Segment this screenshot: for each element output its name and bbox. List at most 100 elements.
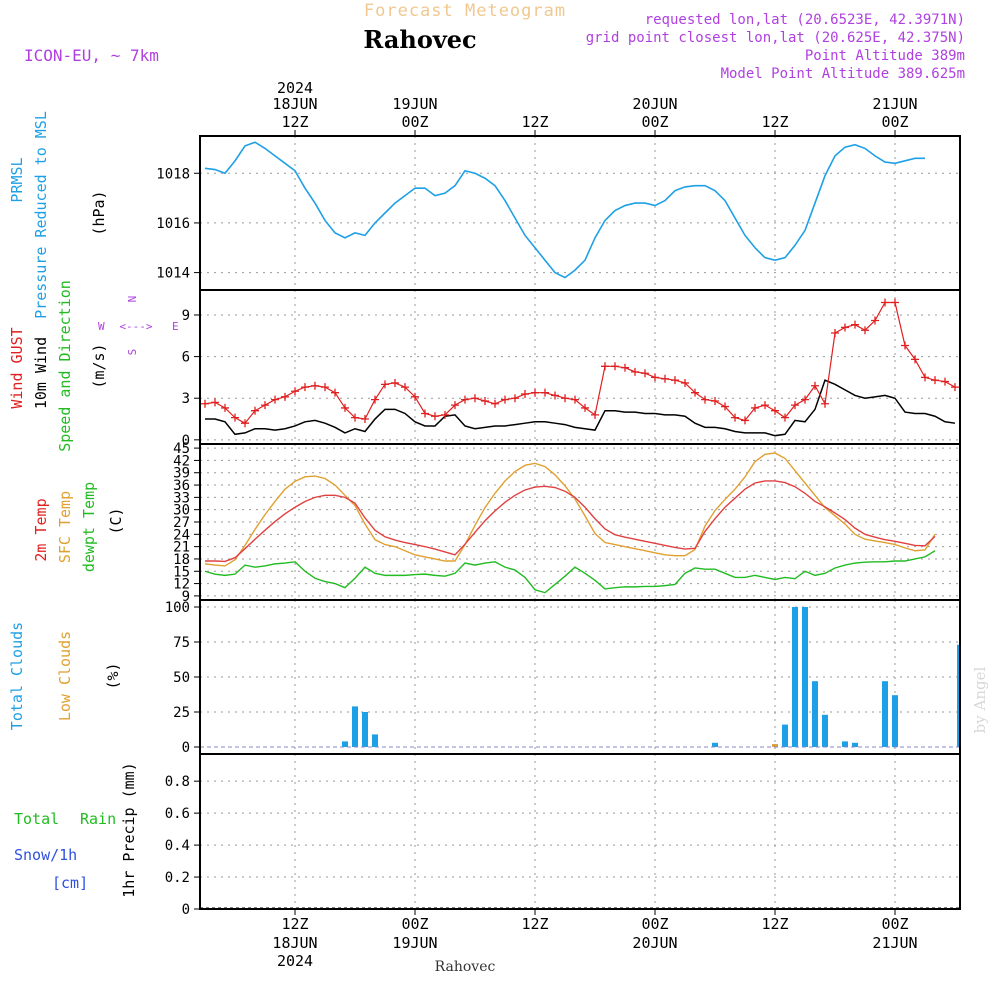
wind-gust-marker bbox=[781, 413, 789, 422]
wind-gust-marker bbox=[821, 399, 829, 408]
t2m-label: 2m Temp bbox=[32, 498, 50, 561]
clouds-unit: (%) bbox=[104, 662, 122, 689]
wind-gust-marker bbox=[221, 403, 229, 412]
wind-gust-marker bbox=[271, 395, 279, 404]
top-hour-label: 00Z bbox=[401, 113, 428, 131]
y-tick-label: 1014 bbox=[156, 266, 190, 282]
total-cloud-bar bbox=[362, 712, 368, 747]
wind-gust-marker bbox=[281, 392, 289, 401]
wind-gust-marker bbox=[401, 383, 409, 392]
wind-gust-marker bbox=[541, 388, 549, 397]
wind-gust-marker bbox=[691, 388, 699, 397]
y-tick-label: 9 bbox=[182, 308, 190, 324]
wind-gust-marker bbox=[511, 394, 519, 403]
top-date-label: 20JUN bbox=[632, 95, 677, 113]
wind-gust-marker bbox=[831, 329, 839, 338]
wind-gust-marker bbox=[301, 383, 309, 392]
total-cloud-bar bbox=[372, 734, 378, 747]
total-cloud-bar bbox=[352, 706, 358, 747]
wind-gust-marker bbox=[431, 412, 439, 421]
wind-gust-marker bbox=[621, 363, 629, 372]
wind-gust-marker bbox=[291, 387, 299, 396]
wind-gust-marker bbox=[551, 391, 559, 400]
y-tick-label: 3 bbox=[182, 391, 190, 407]
wind-gust-line bbox=[204, 301, 956, 424]
wind-gust-marker bbox=[791, 401, 799, 410]
wind-gust-marker bbox=[681, 378, 689, 387]
wind-gust-marker bbox=[741, 416, 749, 425]
low-clouds-label: Low Clouds bbox=[56, 631, 74, 721]
total-cloud-bar bbox=[892, 695, 898, 747]
compass-west: W bbox=[98, 320, 105, 333]
wind-gust-marker bbox=[441, 410, 449, 419]
bottom-hour-label: 12Z bbox=[761, 915, 788, 933]
wind-gust-marker bbox=[661, 374, 669, 383]
y-tick-label: 0.6 bbox=[165, 806, 190, 822]
wind-gust-marker bbox=[351, 413, 359, 422]
wind-gust-marker bbox=[491, 399, 499, 408]
y-tick-label: 24 bbox=[173, 527, 190, 543]
top-hour-label: 12Z bbox=[761, 113, 788, 131]
wind-gust-marker bbox=[921, 373, 929, 382]
wind-gust-marker bbox=[591, 410, 599, 419]
wind-gust-marker bbox=[531, 388, 539, 397]
wind-gust-marker bbox=[571, 395, 579, 404]
low-cloud-bar bbox=[772, 744, 778, 747]
temp-unit: (C) bbox=[107, 507, 125, 534]
bottom-date-label: 19JUN bbox=[392, 934, 437, 952]
y-tick-label: 0 bbox=[182, 740, 190, 756]
top-date-label: 18JUN bbox=[272, 95, 317, 113]
compass-arrow: <---> bbox=[119, 320, 152, 333]
t2m-line bbox=[205, 480, 936, 563]
requested-coords: requested lon,lat (20.6523E, 42.3971N) bbox=[645, 12, 965, 28]
top-hour-label: 00Z bbox=[881, 113, 908, 131]
total-cloud-bar bbox=[342, 741, 348, 747]
wind-gust-marker bbox=[361, 415, 369, 424]
wind-gust-marker bbox=[801, 395, 809, 404]
bottom-date-label: 21JUN bbox=[872, 934, 917, 952]
wind-gust-marker bbox=[751, 403, 759, 412]
wind-gust-marker bbox=[881, 298, 889, 307]
y-tick-label: 18 bbox=[173, 552, 190, 568]
y-tick-label: 36 bbox=[173, 478, 190, 494]
wind-gust-marker bbox=[731, 413, 739, 422]
bottom-date-label: 18JUN bbox=[272, 934, 317, 952]
total-cloud-bar bbox=[812, 681, 818, 747]
total-cloud-bar bbox=[712, 742, 718, 747]
y-tick-label: 30 bbox=[173, 503, 190, 519]
total-clouds-label: Total Clouds bbox=[8, 622, 26, 730]
wind-gust-marker bbox=[761, 401, 769, 410]
wind-gust-marker bbox=[451, 401, 459, 410]
y-tick-label: 25 bbox=[173, 705, 190, 721]
y-tick-label: 1018 bbox=[156, 166, 190, 182]
bottom-year-label: 2024 bbox=[277, 952, 313, 970]
y-tick-label: 9 bbox=[182, 589, 190, 605]
bottom-date-label: 20JUN bbox=[632, 934, 677, 952]
wind-gust-marker bbox=[701, 395, 709, 404]
y-tick-label: 42 bbox=[173, 453, 190, 469]
wind-speed-line bbox=[205, 379, 956, 437]
wind-gust-marker bbox=[251, 406, 259, 415]
chart-title: Forecast Meteogram bbox=[364, 1, 566, 21]
pressure-label: PRMSL bbox=[8, 157, 26, 202]
footer-location: Rahovec bbox=[435, 959, 496, 975]
wind-gust-marker bbox=[201, 399, 209, 408]
wind-gust-marker bbox=[521, 390, 529, 399]
wind-gust-marker bbox=[771, 406, 779, 415]
location-title: Rahovec bbox=[363, 25, 476, 54]
y-tick-label: 0.2 bbox=[165, 870, 190, 886]
wind-gust-marker bbox=[901, 341, 909, 350]
total-cloud-bar bbox=[802, 607, 808, 747]
wind-gust-marker bbox=[601, 362, 609, 371]
y-tick-label: 33 bbox=[173, 490, 190, 506]
total-cloud-bar bbox=[882, 681, 888, 747]
wind-gust-marker bbox=[581, 403, 589, 412]
wind-direction-label: Speed and Direction bbox=[56, 280, 74, 452]
y-tick-label: 21 bbox=[173, 540, 190, 556]
wind-gust-marker bbox=[811, 381, 819, 390]
dewpt-label: dewpt Temp bbox=[80, 482, 98, 572]
top-year-label: 2024 bbox=[277, 79, 313, 97]
point-altitude: Point Altitude 389m bbox=[805, 48, 965, 64]
wind-gust-marker bbox=[481, 396, 489, 405]
